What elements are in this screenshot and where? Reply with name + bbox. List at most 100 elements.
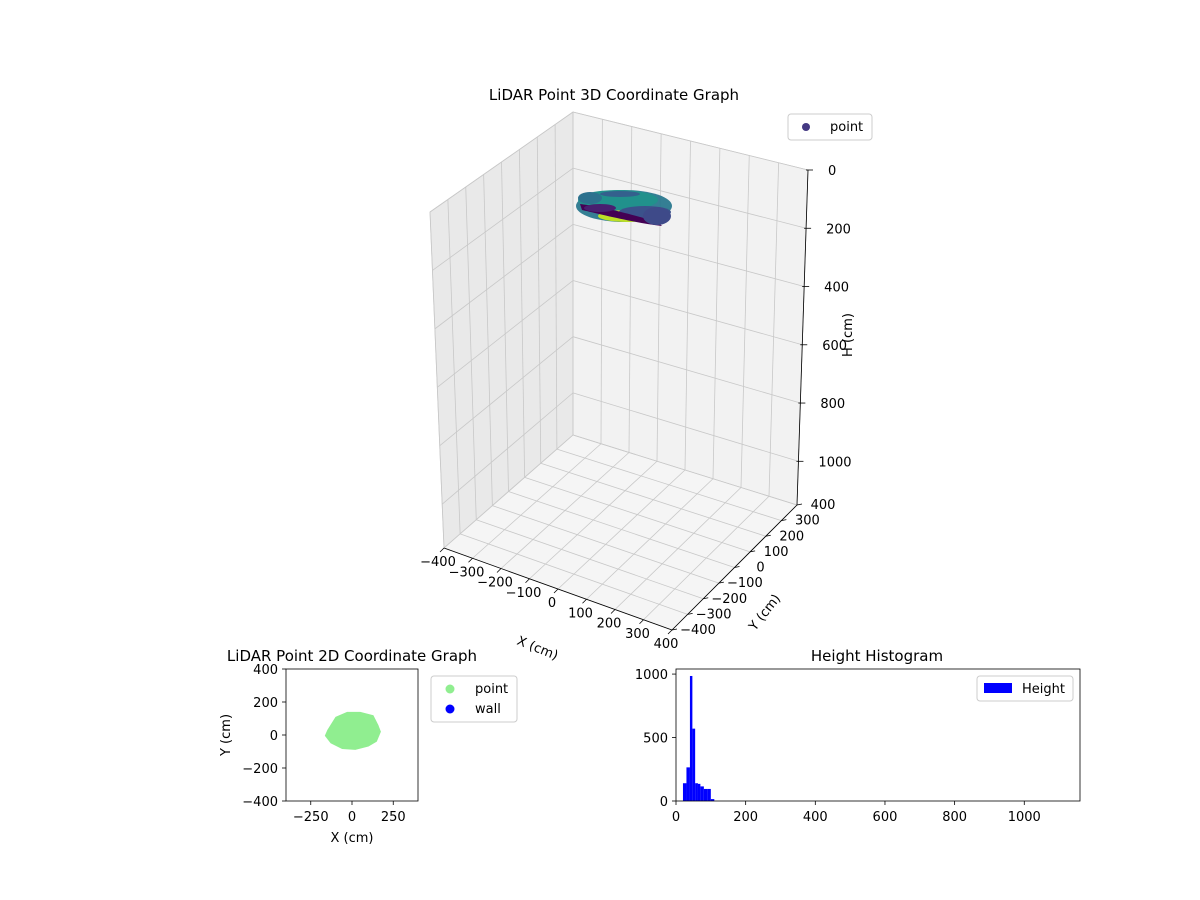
grid-z-left [432,167,574,271]
grid-z-back [572,392,799,462]
grid-z-back [572,167,807,229]
legend-3d: point [787,113,873,141]
point-region-2d [324,711,381,750]
y-axis-label-2d: Y (cm) [219,714,234,757]
y-tick-label-2d: −400 [242,795,278,810]
grid-x-wall [656,133,662,462]
y-tick-3d [765,534,771,537]
histogram-bars [682,675,715,801]
chart-2d-title: LiDAR Point 2D Coordinate Graph [227,647,477,665]
x-tick-label-2d: −250 [293,810,329,825]
legend-2d-wall-marker [445,704,455,714]
x-tick-label-hist: 800 [942,810,967,825]
grid-y-wall [465,186,477,520]
x-tick-3d [439,547,445,553]
y-tick-label-3d: −300 [696,607,732,622]
grid-x-wall [600,119,603,444]
y-tick-3d [718,581,724,584]
grid-y-floor [524,476,751,553]
legend-histogram-label: Height [1022,682,1065,697]
x-tick-3d [582,598,587,604]
legend-histogram-swatch [984,683,1012,693]
y-tick-label-3d: 100 [764,545,789,560]
grid-z-left [439,336,574,447]
x-tick-label-hist: 200 [733,810,758,825]
histogram-bar [692,728,696,801]
grid-x-wall [768,162,780,497]
x-axis-line-3d [443,547,673,631]
histogram-bar [707,788,711,801]
grid-z-left [437,280,574,388]
grid-y-wall [518,149,526,478]
ticks-3d: −400−300−200−1000100200300400−400−300−20… [420,164,851,652]
legend-2d-wall-label: wall [475,702,501,717]
legend-histogram: Height [976,675,1074,702]
ticks-histogram: 0 200 400 600 800 1000 0 500 1000 [635,668,1041,825]
grid-z-left [434,224,574,330]
grid-y-wall [483,174,493,506]
grid-y-floor [476,519,704,600]
y-tick-label-3d: −200 [711,592,747,607]
histogram-bar [703,788,708,801]
z-tick-label-3d: 200 [826,222,851,237]
legend-2d: point wall [430,675,518,723]
y-tick-label-hist: 500 [643,732,668,747]
x-tick-3d [610,609,616,614]
y-tick-3d [750,550,756,553]
y-tick-3d [781,519,787,522]
histogram-bar [710,799,715,801]
z-axis-line-3d [796,169,809,506]
grid-z-left [441,392,574,505]
chart-3d-title: LiDAR Point 3D Coordinate Graph [489,86,739,104]
x-tick-3d [525,578,530,584]
x-tick-label-3d: 0 [548,596,556,611]
histogram-bar [695,783,698,801]
grid-y-wall [554,124,558,450]
grid-3d [429,111,809,631]
y-axis-label-3d: Y (cm) [746,592,784,635]
y-tick-3d [734,566,740,568]
chart-3d: LiDAR Point 3D Coordinate Graph −400−300… [420,86,873,664]
z-tick-label-3d: 1000 [818,455,851,470]
x-tick-label-hist: 1000 [1008,810,1041,825]
grid-y-wall [536,136,542,464]
x-tick-label-3d: −200 [477,576,513,591]
y-tick-label-3d: −100 [727,576,763,591]
x-tick-3d [468,557,473,563]
x-tick-3d [496,568,502,573]
grid-y-wall [429,211,445,549]
x-tick-label-hist: 0 [672,810,680,825]
x-tick-label-hist: 400 [803,810,828,825]
x-tick-label-3d: 300 [625,627,650,642]
chart-2d: LiDAR Point 2D Coordinate Graph −250 0 250… [219,647,518,846]
grid-y-wall [447,199,461,534]
y-tick-label-2d: 0 [270,729,278,744]
legend-3d-label: point [830,120,863,135]
y-tick-label-3d: 0 [756,561,764,576]
y-tick-3d [687,612,693,615]
legend-3d-marker [802,123,810,131]
z-tick-label-3d: 0 [828,164,836,179]
x-axis-label-2d: X (cm) [331,831,374,846]
grid-z-back [572,280,803,346]
y-tick-3d [703,597,709,600]
chart-histogram: Height Histogram 0 200 400 600 800 1000 0 500 10… [635,647,1081,825]
y-axis-line-3d [671,504,798,631]
x-tick-label-3d: −400 [420,555,456,570]
x-tick-3d [667,629,673,635]
grid-x-wall [740,155,750,488]
legend-3d-box [787,113,873,141]
grid-y-floor [572,434,798,506]
grid-z-back [572,336,801,404]
x-tick-label-3d: 100 [568,606,593,621]
grid-x-wall [712,148,721,479]
x-tick-label-3d: 200 [597,617,622,632]
grid-z-left [429,111,574,213]
z-axis-label-3d: H (cm) [841,313,856,357]
y-tick-label-3d: −400 [680,623,716,638]
x-tick-label-2d: 0 [348,810,356,825]
histogram-bar [697,783,701,801]
histogram-bar [682,783,687,801]
histogram-bar [686,767,690,801]
y-tick-label-hist: 0 [660,795,668,810]
